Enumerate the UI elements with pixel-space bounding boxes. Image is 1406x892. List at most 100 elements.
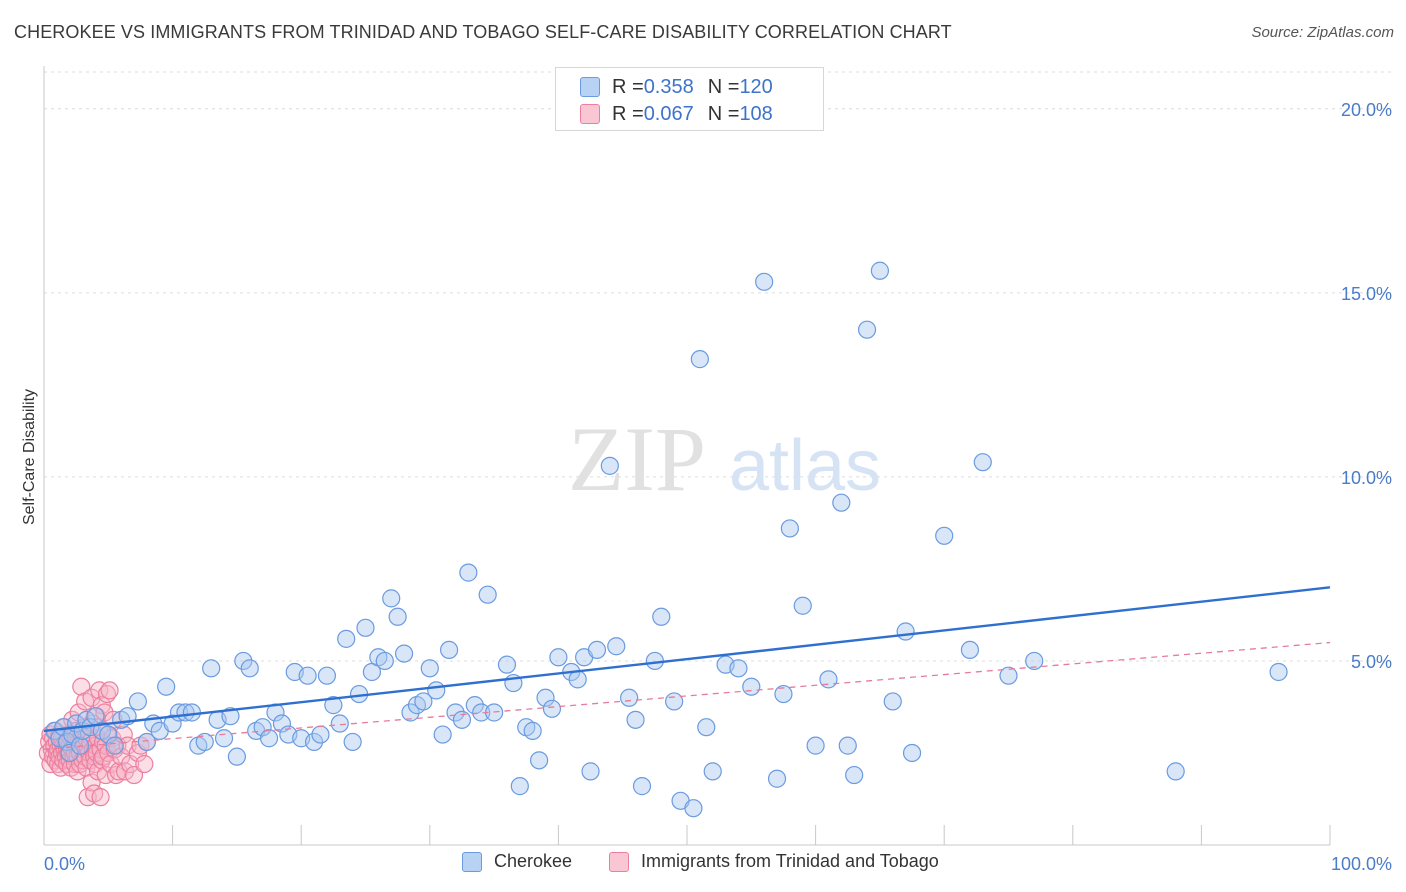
tt-point xyxy=(92,696,111,715)
cherokee-point xyxy=(523,721,542,740)
cherokee-point xyxy=(819,670,838,689)
cherokee-point xyxy=(530,751,549,770)
x-tick-labels: 0.0% 100.0% xyxy=(44,854,1392,874)
cherokee-point xyxy=(439,640,459,660)
cherokee-point xyxy=(767,769,787,788)
cherokee-point xyxy=(324,696,343,715)
source-label: Source: ZipAtlas.com xyxy=(1251,24,1394,41)
y-tick-label: 15.0% xyxy=(1341,284,1392,304)
cherokee-point xyxy=(99,725,118,744)
cherokee-point xyxy=(60,743,79,763)
cherokee-point xyxy=(632,777,652,796)
cherokee-point xyxy=(973,453,992,472)
y-tick-label: 10.0% xyxy=(1341,468,1392,488)
cherokee-point xyxy=(234,651,253,671)
cherokee-point xyxy=(375,651,394,671)
legend-label-tt: Immigrants from Trinidad and Tobago xyxy=(641,851,939,871)
cherokee-point xyxy=(684,799,703,818)
series-legend: Cherokee Immigrants from Trinidad and To… xyxy=(0,851,1406,879)
x-tick-label: 100.0% xyxy=(1331,854,1392,874)
cherokee-point xyxy=(806,736,825,755)
correlation-legend: R = 0.358 N = 120 R = 0.067 N = 108 xyxy=(555,67,824,131)
cherokee-point xyxy=(536,688,555,707)
cherokee-point xyxy=(832,493,851,512)
trend-lines xyxy=(43,586,1331,750)
cherokee-point xyxy=(163,714,182,733)
cherokee-point xyxy=(414,692,433,711)
cherokee-point xyxy=(755,272,774,291)
cherokee-point xyxy=(253,718,272,737)
tt-point xyxy=(135,754,154,774)
cherokee-point xyxy=(870,261,890,280)
cherokee-point xyxy=(497,655,517,674)
cherokee-point xyxy=(838,736,857,755)
tt-point xyxy=(100,681,119,700)
cherokee-point xyxy=(549,648,568,667)
legend-item-cherokee[interactable]: Cherokee xyxy=(462,851,572,872)
cherokee-point xyxy=(394,644,414,663)
cherokee-point xyxy=(459,563,478,582)
cherokee-point xyxy=(542,699,562,718)
cherokee-point xyxy=(581,762,600,781)
tt-point xyxy=(101,754,120,774)
cherokee-point xyxy=(446,703,465,722)
cherokee-point xyxy=(240,659,259,678)
cherokee-point xyxy=(729,659,748,678)
watermark-zip: ZIP xyxy=(568,408,706,510)
cherokee-point xyxy=(478,585,497,604)
cherokee-point xyxy=(311,725,330,744)
legend-label-cherokee: Cherokee xyxy=(494,851,573,871)
cherokee-point xyxy=(214,729,234,748)
legend-item-tt[interactable]: Immigrants from Trinidad and Tobago xyxy=(609,851,939,872)
x-tick-label: 0.0% xyxy=(44,854,85,874)
cherokee-point xyxy=(883,692,902,711)
chart-title: CHEROKEE VS IMMIGRANTS FROM TRINIDAD AND… xyxy=(14,22,952,42)
cherokee-point xyxy=(182,703,201,722)
cherokee-point xyxy=(259,729,279,748)
cherokee-point xyxy=(433,725,452,744)
cherokee-point xyxy=(626,710,645,729)
tt-legend-swatch xyxy=(609,851,629,872)
legend-n-label: N = xyxy=(707,75,740,98)
cherokee-swatch xyxy=(580,77,600,97)
cherokee-point xyxy=(128,692,147,711)
cherokee-point xyxy=(304,732,324,752)
cherokee-point xyxy=(452,710,472,729)
tt-point xyxy=(82,688,101,707)
tt-point xyxy=(68,762,87,781)
cherokee-point xyxy=(330,714,349,733)
cherokee-point xyxy=(896,622,915,641)
cherokee-point xyxy=(70,736,90,755)
cherokee-point xyxy=(857,320,877,339)
cherokee-point xyxy=(960,640,980,660)
cherokee-point xyxy=(999,666,1018,685)
cherokee-point xyxy=(157,677,176,696)
tt-swatch xyxy=(580,104,600,124)
cherokee-point xyxy=(1025,651,1044,671)
y-tick-label: 20.0% xyxy=(1341,100,1392,120)
legend-n-value-tt: 108 xyxy=(739,102,773,125)
grid-lines xyxy=(44,71,1392,662)
cherokee-point xyxy=(793,596,812,615)
cherokee-point xyxy=(652,607,671,626)
cherokee-point xyxy=(690,350,709,369)
cherokee-point xyxy=(935,526,954,545)
cherokee-point xyxy=(272,714,292,733)
cherokee-point xyxy=(697,718,716,737)
cherokee-point xyxy=(600,456,619,475)
cherokee-point xyxy=(337,629,356,648)
cherokee-point xyxy=(742,677,761,696)
cherokee-point xyxy=(568,670,587,689)
legend-r-value-tt: 0.067 xyxy=(643,102,694,125)
axes xyxy=(43,66,1331,846)
cherokee-point xyxy=(227,747,246,766)
cherokee-points xyxy=(45,261,1288,818)
cherokee-point xyxy=(343,732,362,752)
cherokee-point xyxy=(703,762,722,781)
cherokee-point xyxy=(137,732,156,752)
cherokee-point xyxy=(401,703,420,722)
cherokee-point xyxy=(587,640,607,660)
cherokee-point xyxy=(420,659,439,678)
cherokee-point xyxy=(472,703,491,722)
